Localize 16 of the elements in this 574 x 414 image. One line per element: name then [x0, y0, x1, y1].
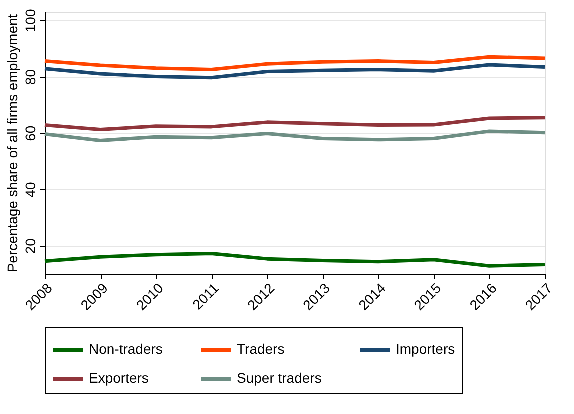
y-tick-label: 60: [22, 126, 38, 142]
legend-label: Non-traders: [89, 341, 163, 357]
legend-label: Super traders: [237, 370, 322, 386]
line-series: [43, 63, 547, 80]
legend-label: Importers: [396, 341, 456, 357]
y-axis-title: Percentage share of all firms employment: [4, 14, 20, 273]
legend-label: Exporters: [89, 370, 149, 386]
line-series: [43, 116, 547, 132]
y-tick-label: 40: [22, 182, 38, 198]
line-series: [43, 55, 547, 72]
y-tick-label: 20: [22, 238, 38, 254]
line-series: [43, 252, 547, 268]
line-series: [43, 130, 547, 142]
y-tick-label: 100: [22, 9, 38, 33]
y-tick-label: 80: [22, 69, 38, 86]
legend-label: Traders: [237, 341, 285, 357]
